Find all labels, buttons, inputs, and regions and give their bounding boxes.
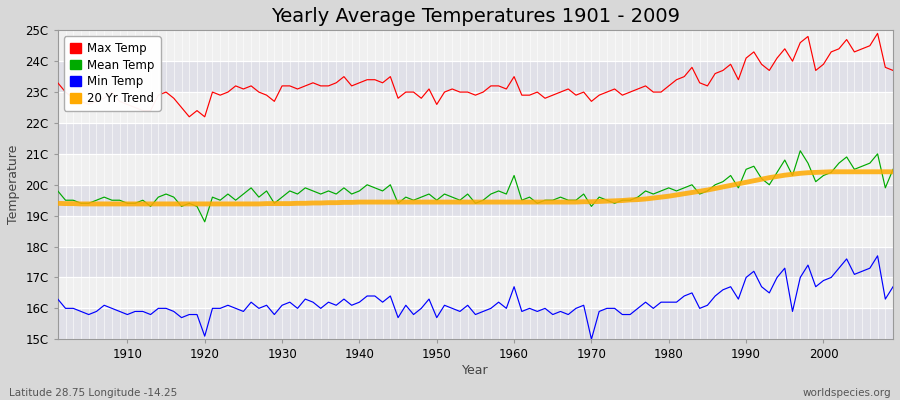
Bar (58, 246, 893, 278)
Text: Latitude 28.75 Longitude -14.25: Latitude 28.75 Longitude -14.25 (9, 388, 177, 398)
Legend: Max Temp, Mean Temp, Min Temp, 20 Yr Trend: Max Temp, Mean Temp, Min Temp, 20 Yr Tre… (64, 36, 160, 111)
Title: Yearly Average Temperatures 1901 - 2009: Yearly Average Temperatures 1901 - 2009 (271, 7, 680, 26)
Bar (58, 154, 893, 185)
Bar (58, 123, 893, 154)
Text: worldspecies.org: worldspecies.org (803, 388, 891, 398)
Bar (58, 278, 893, 308)
Bar (58, 92, 893, 123)
Bar (58, 308, 893, 339)
Bar (58, 185, 893, 216)
Bar (58, 61, 893, 92)
Bar (58, 216, 893, 246)
X-axis label: Year: Year (462, 364, 489, 377)
Y-axis label: Temperature: Temperature (7, 145, 20, 224)
Bar (58, 30, 893, 61)
